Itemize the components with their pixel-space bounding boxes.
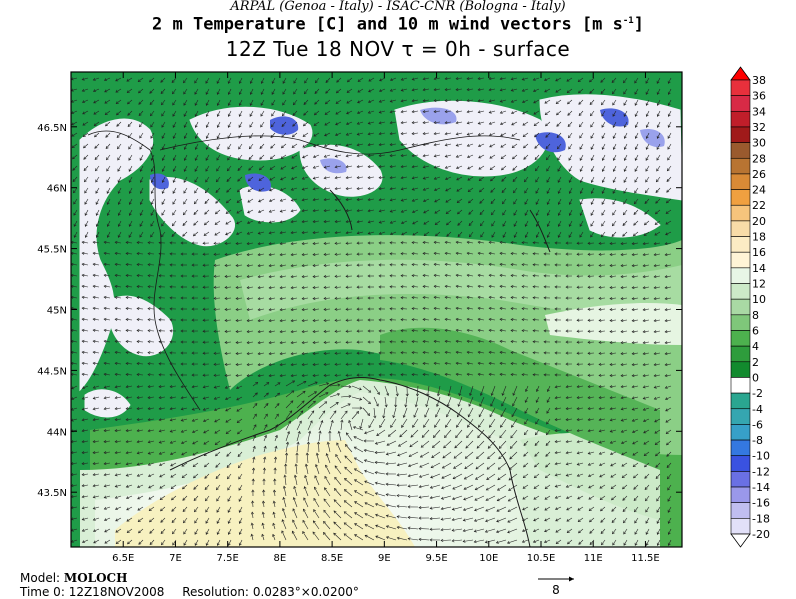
- colorbar-box: [731, 518, 750, 534]
- colorbar-box: [731, 158, 750, 174]
- colorbar-box: [731, 268, 750, 284]
- colorbar-label: 36: [752, 90, 766, 103]
- colorbar-box: [731, 96, 750, 112]
- colorbar-box: [731, 330, 750, 346]
- colorbar-label: 8: [752, 309, 759, 322]
- colorbar-box: [731, 299, 750, 315]
- colorbar-box: [731, 80, 750, 96]
- colorbar-label: -8: [752, 434, 763, 447]
- colorbar-box: [731, 252, 750, 268]
- colorbar-boxes: [731, 67, 750, 547]
- colorbar-label: -12: [752, 465, 770, 478]
- colorbar-label: 2: [752, 356, 759, 369]
- colorbar-box: [731, 346, 750, 362]
- colorbar-box: [731, 471, 750, 487]
- colorbar-label: 12: [752, 278, 766, 291]
- colorbar-box: [731, 456, 750, 472]
- colorbar-box: [731, 424, 750, 440]
- colorbar-box: [731, 284, 750, 300]
- colorbar-box: [731, 362, 750, 378]
- colorbar-label: -2: [752, 387, 763, 400]
- colorbar-box: [731, 393, 750, 409]
- colorbar-label: 30: [752, 137, 766, 150]
- colorbar-box: [731, 127, 750, 143]
- colorbar-label: 32: [752, 121, 766, 134]
- colorbar-label: 24: [752, 184, 766, 197]
- colorbar-box: [731, 440, 750, 456]
- colorbar-label: 6: [752, 325, 759, 338]
- colorbar-label: 0: [752, 371, 759, 384]
- footer-model: Model: MOLOCH: [20, 571, 127, 585]
- colorbar-label: -14: [752, 481, 770, 494]
- colorbar-label: 34: [752, 105, 766, 118]
- colorbar-box: [731, 143, 750, 159]
- colorbar-label: 38: [752, 74, 766, 87]
- colorbar-label: 14: [752, 262, 766, 275]
- colorbar-box: [731, 315, 750, 331]
- colorbar-max-triangle: [731, 67, 750, 80]
- colorbar-label: -16: [752, 497, 770, 510]
- colorbar-box: [731, 205, 750, 221]
- colorbar-label: 28: [752, 152, 766, 165]
- colorbar-box: [731, 190, 750, 206]
- colorbar-box: [731, 237, 750, 253]
- colorbar-label: -10: [752, 450, 770, 463]
- colorbar-label: 16: [752, 246, 766, 259]
- colorbar-box: [731, 377, 750, 393]
- colorbar-label: -18: [752, 512, 770, 525]
- colorbar-label: 20: [752, 215, 766, 228]
- colorbar-box: [731, 221, 750, 237]
- colorbar-label: -4: [752, 403, 763, 416]
- colorbar-label: -20: [752, 528, 770, 541]
- colorbar-box: [731, 409, 750, 425]
- colorbar-label: 10: [752, 293, 766, 306]
- colorbar-box: [731, 174, 750, 190]
- colorbar-label: 22: [752, 199, 766, 212]
- colorbar-labels: 38363432302826242220181614121086420-2-4-…: [752, 74, 770, 541]
- colorbar-box: [731, 111, 750, 127]
- colorbar-label: -6: [752, 418, 763, 431]
- colorbar-label: 4: [752, 340, 759, 353]
- colorbar-label: 26: [752, 168, 766, 181]
- colorbar-min-triangle: [731, 534, 750, 547]
- colorbar-box: [731, 503, 750, 519]
- colorbar-box: [731, 487, 750, 503]
- colorbar-label: 18: [752, 231, 766, 244]
